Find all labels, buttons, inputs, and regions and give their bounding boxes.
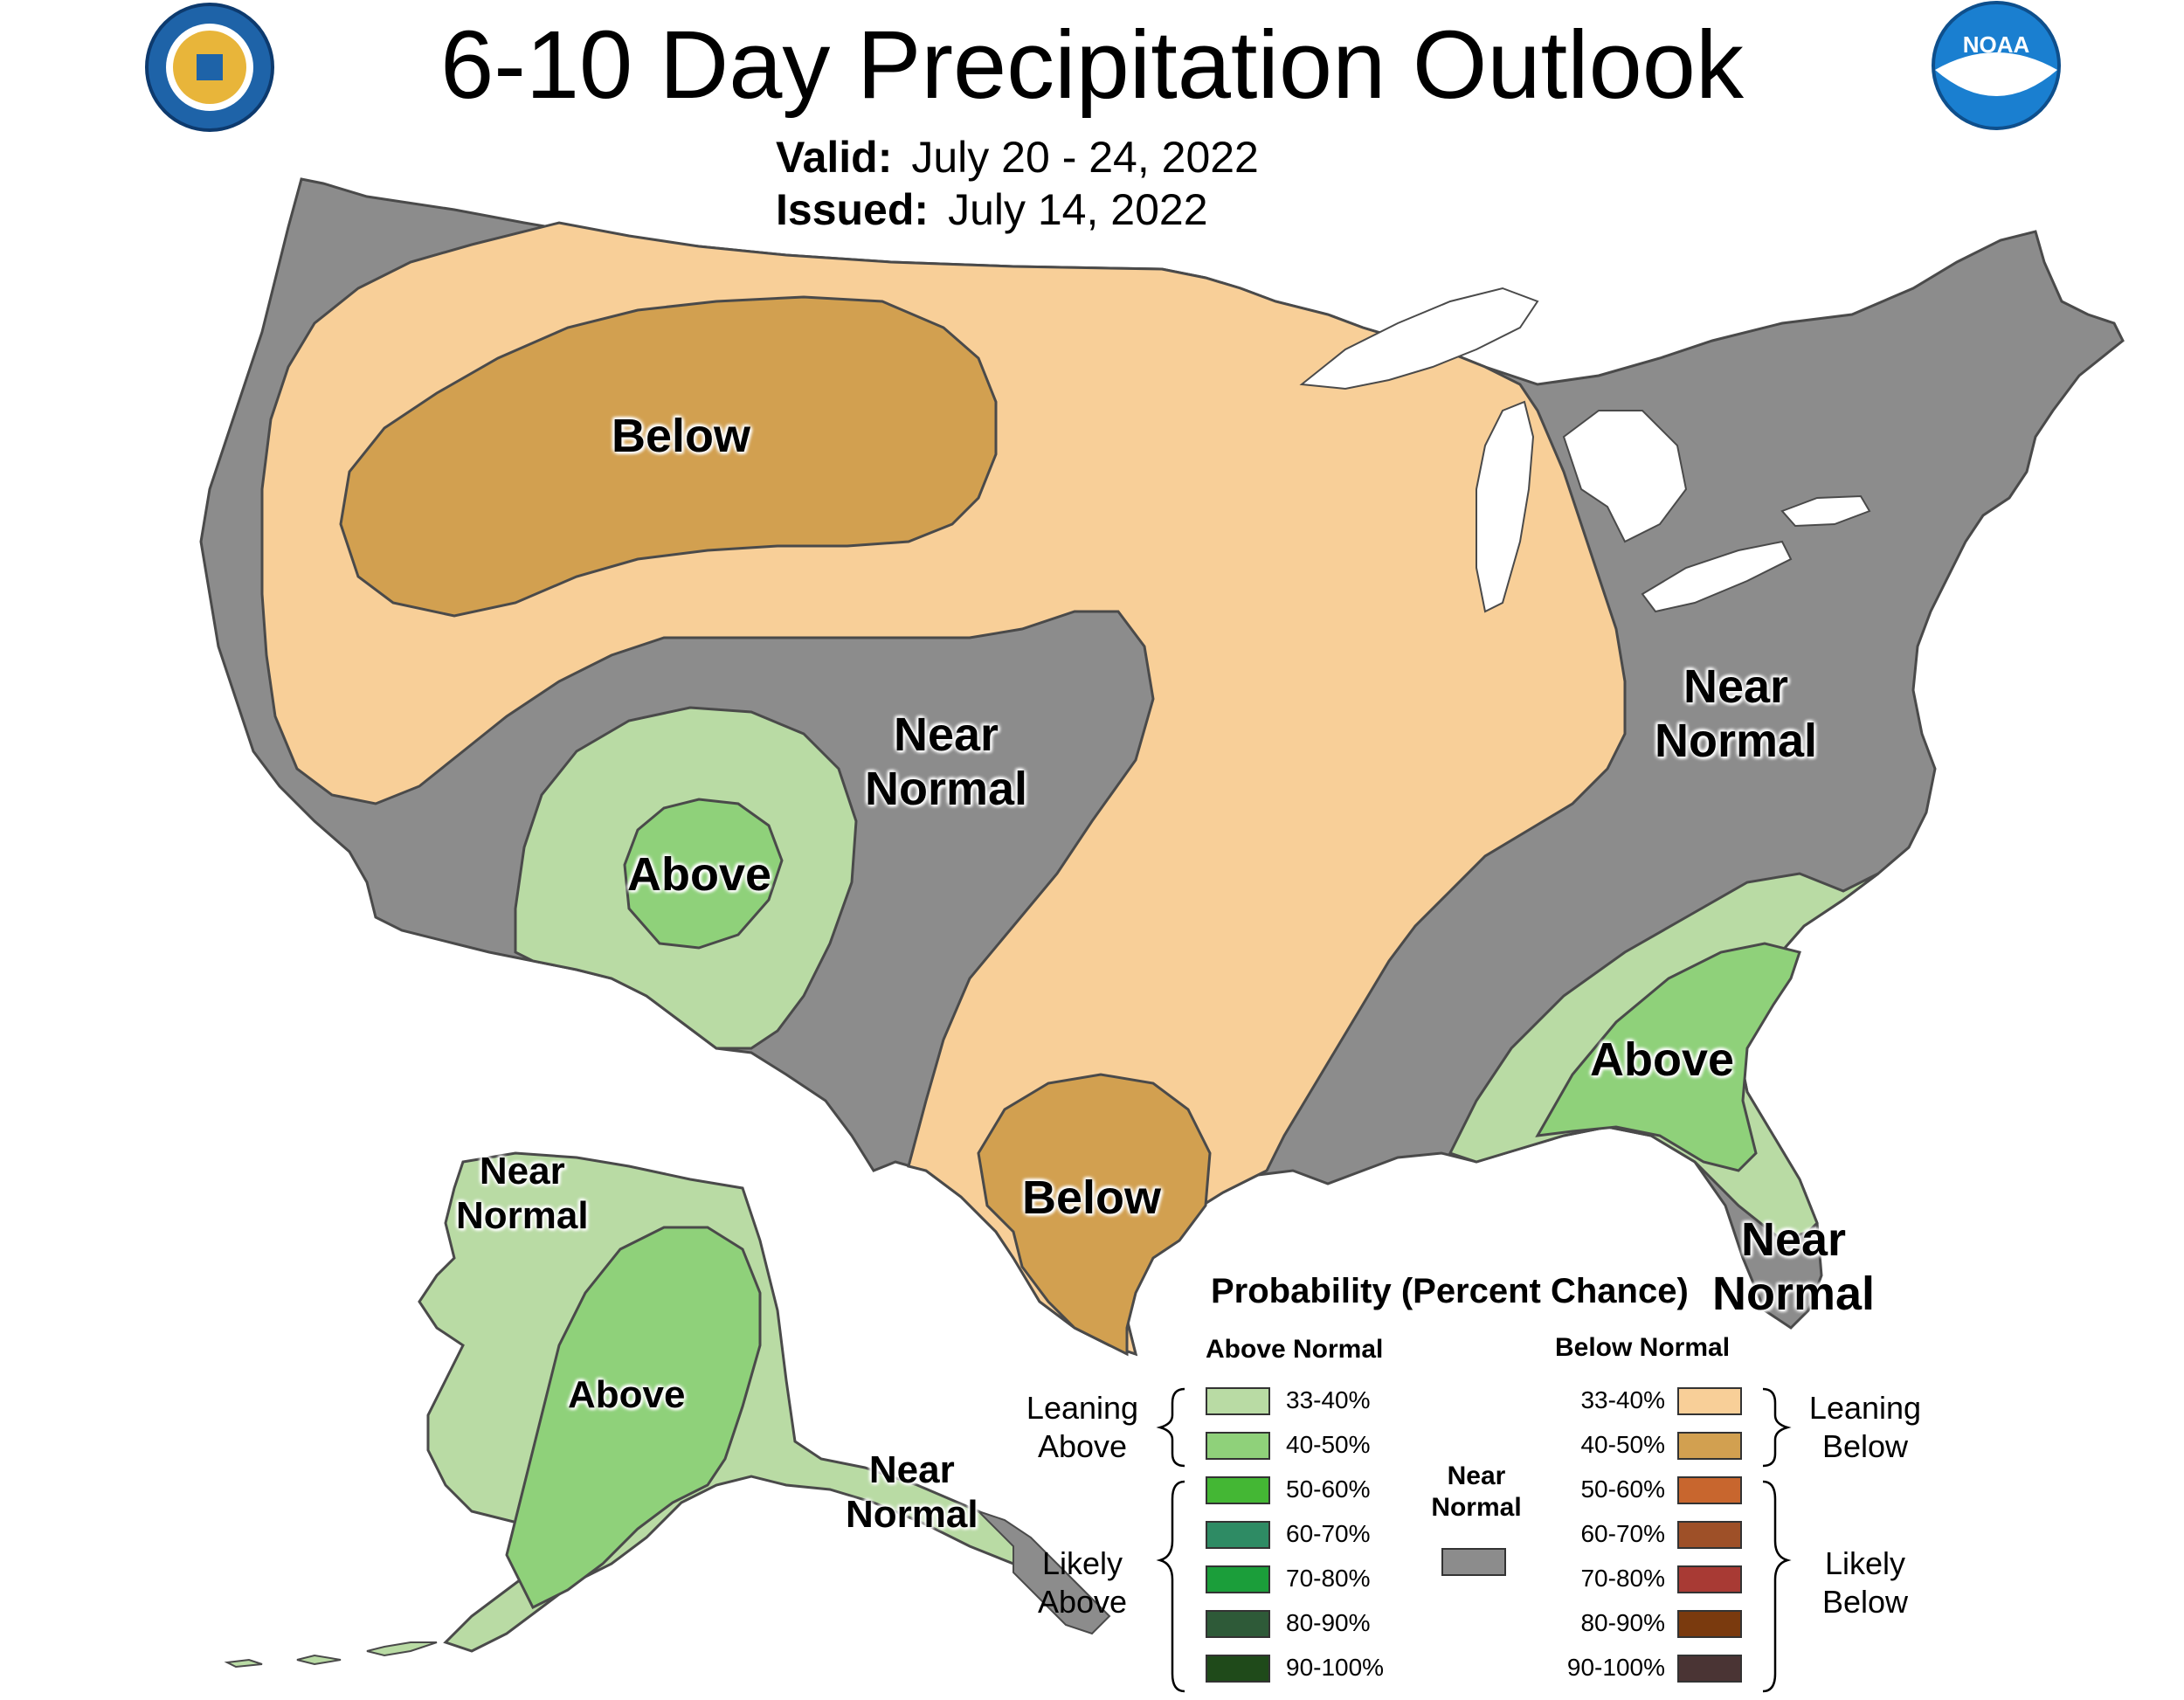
legend-title: Probability (Percent Chance) xyxy=(1211,1272,1689,1310)
legend-below-row-swatch xyxy=(1677,1565,1742,1593)
legend-near-normal-swatch xyxy=(1441,1548,1506,1576)
above-southeast-core-area xyxy=(1535,942,1801,1172)
lake-michigan xyxy=(1476,400,1535,613)
region-label-alaska-above: Above xyxy=(568,1373,686,1416)
legend-above-row-label: 90-100% xyxy=(1286,1654,1385,1681)
commerce-seal-logo xyxy=(145,3,274,132)
legend-above-row-swatch xyxy=(1206,1432,1270,1460)
legend-above-row-label: 50-60% xyxy=(1286,1475,1371,1503)
region-label-panhandle-near-normal: Near Normal xyxy=(846,1448,978,1536)
valid-label: Valid: xyxy=(776,133,893,182)
legend-below-row-label: 50-60% xyxy=(1580,1475,1665,1503)
legend-above-row-label: 80-90% xyxy=(1286,1609,1371,1636)
legend-below-row-label: 70-80% xyxy=(1580,1565,1665,1592)
above-southwest-core-area xyxy=(623,798,784,950)
legend-above-row-swatch xyxy=(1206,1610,1270,1638)
issued-value: July 14, 2022 xyxy=(948,185,1208,234)
legend-above-row-swatch xyxy=(1206,1521,1270,1549)
legend-likely-above-label: Likely Above xyxy=(1037,1545,1128,1620)
below-west-core-area xyxy=(339,295,998,618)
legend-below-row-label: 60-70% xyxy=(1580,1520,1665,1547)
legend-above-row-swatch xyxy=(1206,1655,1270,1683)
aleutian-islands xyxy=(224,1641,438,1669)
region-label-alaska-near-normal: Near Normal xyxy=(456,1150,589,1237)
legend-below-row-swatch xyxy=(1677,1521,1742,1549)
legend-above-row-swatch xyxy=(1206,1476,1270,1504)
legend-below-row-swatch xyxy=(1677,1432,1742,1460)
valid-line: Valid: July 20 - 24, 2022 xyxy=(776,131,1259,183)
legend-above-row-swatch xyxy=(1206,1387,1270,1415)
legend-below-row-swatch xyxy=(1677,1387,1742,1415)
date-block: Valid: July 20 - 24, 2022 Issued: July 14,… xyxy=(776,131,1259,236)
legend-below-row-swatch xyxy=(1677,1610,1742,1638)
lake-erie xyxy=(1641,540,1793,613)
region-label-florida-near-normal: Near Normal xyxy=(1712,1213,1876,1321)
alaska-panhandle xyxy=(978,1510,1111,1635)
legend-below-row-label: 90-100% xyxy=(1566,1654,1665,1681)
below-texas-core-area xyxy=(977,1073,1212,1357)
issued-line: Issued: July 14, 2022 xyxy=(776,183,1259,236)
legend-below-heading: Below Normal xyxy=(1555,1333,1731,1362)
legend-below-row-label: 40-50% xyxy=(1580,1431,1665,1458)
legend-above-row-swatch xyxy=(1206,1565,1270,1593)
region-label-west-below: Below xyxy=(612,410,751,462)
legend-below-row-swatch xyxy=(1677,1476,1742,1504)
legend-leaning-above-label: Leaning Above xyxy=(1026,1390,1139,1464)
legend-below-row-label: 80-90% xyxy=(1580,1609,1665,1636)
region-label-southwest-above: Above xyxy=(627,848,772,901)
region-label-texas-below: Below xyxy=(1022,1171,1162,1224)
lake-huron xyxy=(1562,410,1688,543)
valid-value: July 20 - 24, 2022 xyxy=(911,133,1259,182)
legend-above-row-label: 40-50% xyxy=(1286,1431,1371,1458)
map-title: 6-10 Day Precipitation Outlook xyxy=(440,11,1744,119)
legend-near-normal-heading: Near Normal xyxy=(1431,1462,1522,1522)
legend-below-braces xyxy=(1762,1387,1792,1693)
noaa-logo: NOAA xyxy=(1932,1,2061,130)
legend-leaning-below-label: Leaning Below xyxy=(1808,1390,1922,1464)
legend-above-row-label: 70-80% xyxy=(1286,1565,1371,1592)
legend-below-row-swatch xyxy=(1677,1655,1742,1683)
svg-text:NOAA: NOAA xyxy=(1963,31,2030,58)
issued-label: Issued: xyxy=(776,185,930,234)
legend-above-braces xyxy=(1156,1387,1185,1693)
region-label-southeast-above: Above xyxy=(1590,1033,1735,1086)
lake-superior xyxy=(1299,287,1539,390)
legend-above-row-label: 33-40% xyxy=(1286,1386,1371,1413)
lake-ontario xyxy=(1780,494,1871,528)
region-label-central-near-normal: Near Normal xyxy=(865,708,1028,816)
legend-likely-below-label: Likely Below xyxy=(1821,1545,1909,1620)
region-label-northeast-near-normal: Near Normal xyxy=(1655,660,1818,768)
alaska-above-core-area xyxy=(505,1226,762,1610)
legend-above-row-label: 60-70% xyxy=(1286,1520,1371,1547)
legend-below-row-label: 33-40% xyxy=(1580,1386,1665,1413)
legend-above-heading: Above Normal xyxy=(1206,1335,1384,1364)
